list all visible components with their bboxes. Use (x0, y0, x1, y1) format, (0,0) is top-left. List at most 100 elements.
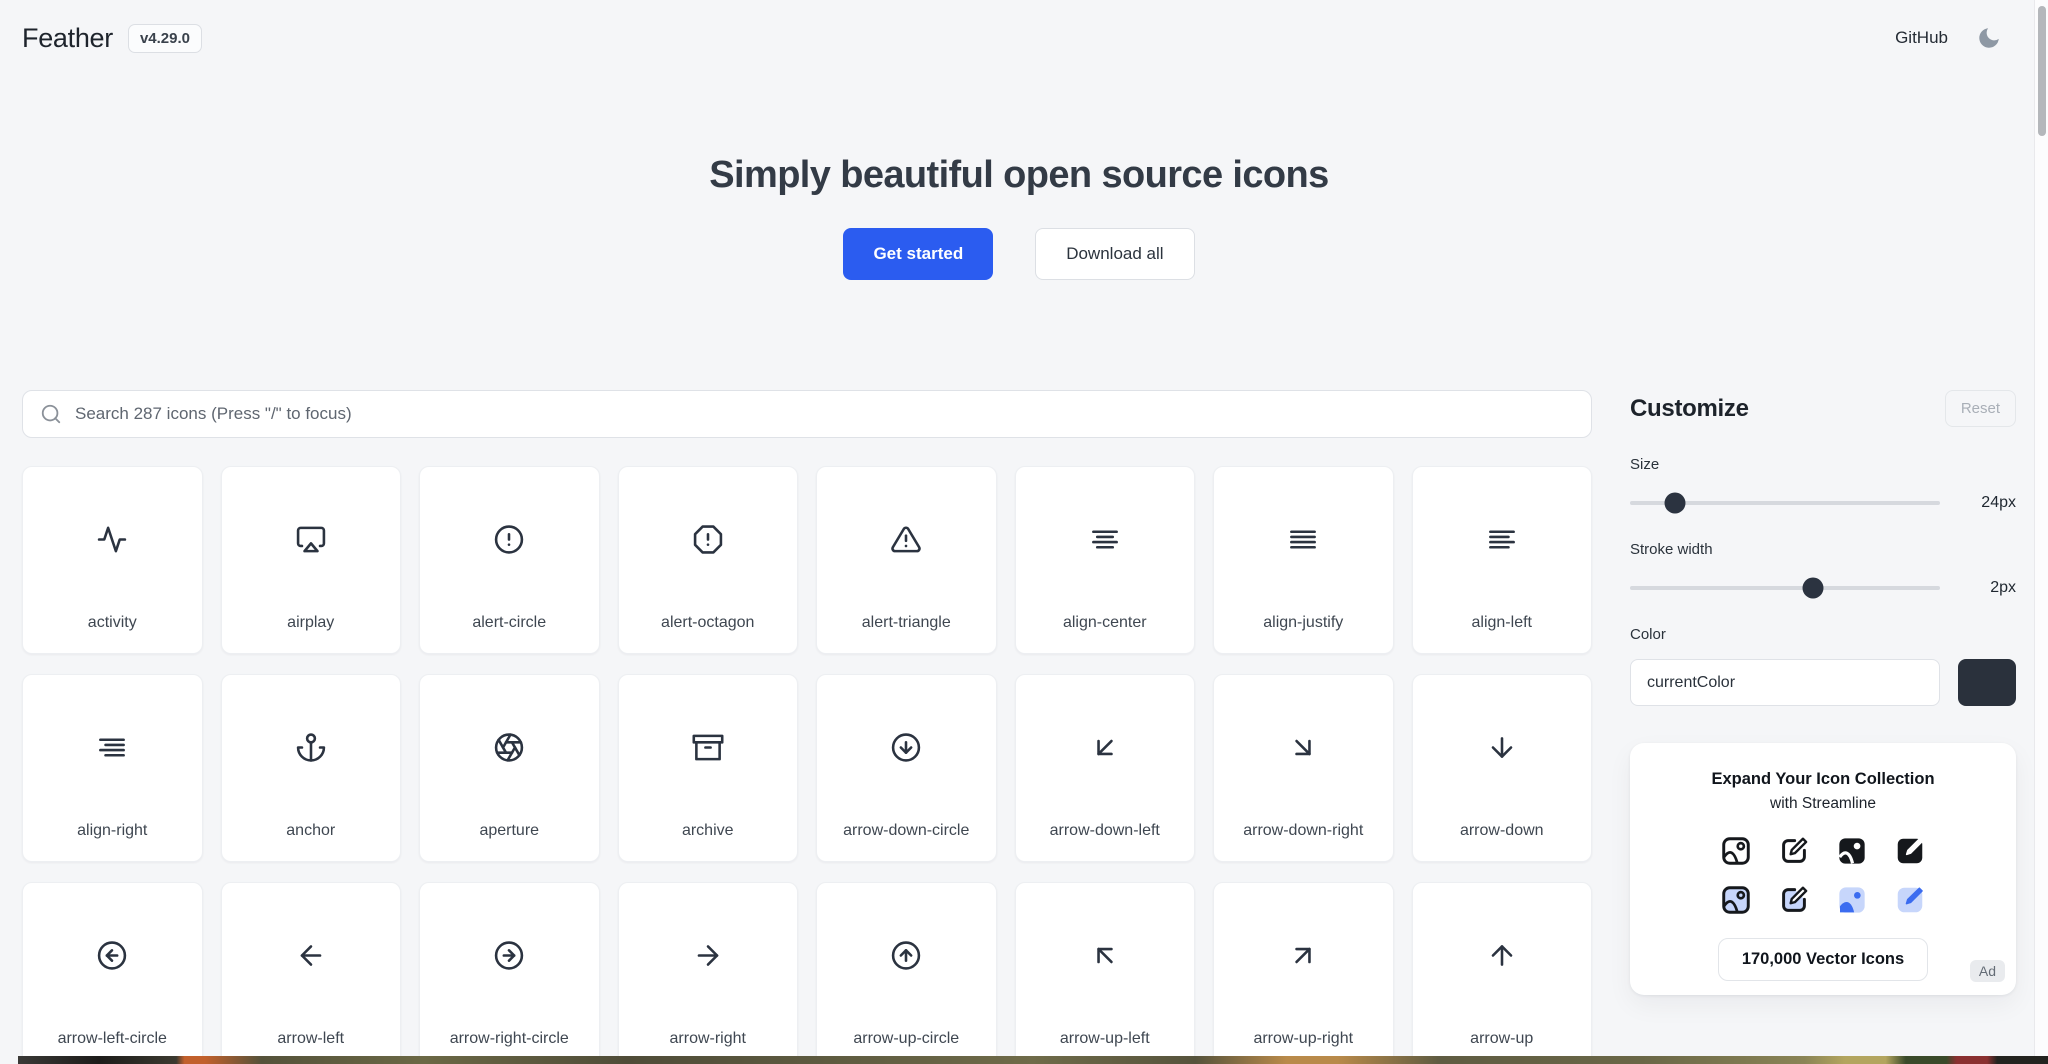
arrow-right-icon (697, 945, 719, 967)
reset-button[interactable]: Reset (1944, 390, 2016, 428)
dark-mode-moon-icon[interactable] (1976, 25, 2002, 51)
arrow-down-left-icon (1097, 740, 1113, 756)
icon-card-align-right[interactable]: align-right (22, 674, 203, 863)
icon-card-label: arrow-up-circle (853, 1030, 960, 1048)
customize-sidebar: Customize Reset Size 24px Stroke width 2… (1630, 390, 2016, 996)
icon-card-label: align-justify (1263, 614, 1344, 632)
icon-card-label: align-right (77, 822, 148, 840)
ad-title: Expand Your Icon Collection (1711, 770, 1935, 789)
alert-circle-icon (495, 525, 524, 555)
icon-card-arrow-right-circle[interactable]: arrow-right-circle (419, 882, 600, 1064)
alert-octagon-icon (693, 525, 722, 555)
icon-card-alert-triangle[interactable]: alert-triangle (816, 466, 997, 655)
icon-card-anchor[interactable]: anchor (220, 674, 401, 863)
anchor-icon (296, 733, 325, 763)
icon-card-label: align-left (1471, 614, 1532, 632)
version-badge[interactable]: v4.29.0 (127, 23, 202, 53)
icon-card-arrow-left-circle[interactable]: arrow-left-circle (22, 882, 203, 1064)
color-label: Color (1630, 626, 1666, 644)
archive-icon (692, 734, 724, 761)
aperture-icon (495, 733, 524, 763)
icon-card-label: arrow-left (277, 1030, 345, 1048)
streamline-image-outline-icon (1722, 837, 1750, 866)
scrollbar-track[interactable] (2034, 0, 2048, 1064)
stroke-width-label: Stroke width (1630, 541, 1713, 559)
icon-card-label: arrow-down-circle (843, 822, 970, 840)
icon-card-label: alert-octagon (661, 614, 755, 632)
stroke-slider-knob[interactable] (1802, 577, 1824, 599)
github-link[interactable]: GitHub (1895, 28, 1948, 47)
header-right: GitHub (1895, 25, 2002, 51)
icon-card-align-justify[interactable]: align-justify (1213, 466, 1394, 655)
size-label: Size (1630, 456, 1660, 474)
icon-grid: activity airplay alert-circle alert-octagon… (22, 466, 1592, 1064)
icon-card-align-left[interactable]: align-left (1411, 466, 1592, 655)
icon-card-label: arrow-up-left (1059, 1030, 1150, 1048)
icon-card-arrow-up-circle[interactable]: arrow-up-circle (816, 882, 997, 1064)
icon-card-label: airplay (287, 614, 335, 632)
icon-card-label: aperture (479, 822, 540, 840)
customize-title: Customize (1630, 394, 1749, 422)
main-column: activity airplay alert-circle alert-octagon… (22, 390, 1592, 1064)
icon-card-label: arrow-down (1459, 822, 1544, 840)
icon-card-label: arrow-up-right (1253, 1030, 1354, 1048)
icon-card-label: activity (87, 614, 137, 632)
ad-subtitle: with Streamline (1770, 795, 1876, 813)
search-bar (22, 390, 1592, 439)
customize-header: Customize Reset (1630, 390, 2016, 428)
arrow-left-icon (300, 945, 322, 967)
icon-card-alert-octagon[interactable]: alert-octagon (617, 466, 798, 655)
icon-card-arrow-up[interactable]: arrow-up (1411, 882, 1592, 1064)
arrow-down-icon (1491, 737, 1513, 759)
airplay-icon (296, 526, 325, 553)
streamline-edit-outline-icon (1782, 837, 1808, 864)
size-value: 24px (1981, 494, 2016, 512)
icon-card-label: arrow-right (669, 1030, 746, 1048)
icon-card-arrow-down-right[interactable]: arrow-down-right (1213, 674, 1394, 863)
icon-card-airplay[interactable]: airplay (220, 466, 401, 655)
icon-card-alert-circle[interactable]: alert-circle (419, 466, 600, 655)
size-slider-track[interactable] (1630, 492, 1940, 514)
icon-card-arrow-up-right[interactable]: arrow-up-right (1213, 882, 1394, 1064)
streamline-edit-filled-icon (1897, 838, 1923, 864)
search-input[interactable] (75, 404, 1574, 425)
download-all-button[interactable]: Download all (1035, 228, 1195, 281)
icon-card-aperture[interactable]: aperture (419, 674, 600, 863)
activity-icon (98, 526, 127, 553)
icon-card-arrow-left[interactable]: arrow-left (220, 882, 401, 1064)
color-input[interactable] (1630, 659, 1940, 707)
icon-card-arrow-right[interactable]: arrow-right (617, 882, 798, 1064)
color-swatch[interactable] (1958, 659, 2016, 707)
get-started-button[interactable]: Get started (843, 228, 994, 281)
icon-card-label: arrow-right-circle (449, 1030, 569, 1048)
icon-card-label: arrow-left-circle (57, 1030, 167, 1048)
scrollbar-thumb[interactable] (2038, 6, 2046, 136)
stroke-slider-track[interactable] (1630, 577, 1940, 599)
content: activity airplay alert-circle alert-octagon… (0, 390, 2048, 1064)
ad-icon-samples (1648, 835, 1998, 916)
icon-card-label: align-center (1062, 614, 1147, 632)
size-slider-row: 24px (1630, 492, 2016, 514)
below-fold-image-sliver (18, 1056, 2048, 1064)
arrow-down-right-icon (1295, 740, 1311, 756)
streamline-edit-outline-blue-icon (1782, 886, 1808, 913)
header: Feather v4.29.0 GitHub (0, 0, 2048, 76)
arrow-up-icon (1491, 945, 1513, 967)
icon-card-activity[interactable]: activity (22, 466, 203, 655)
icon-card-arrow-down[interactable]: arrow-down (1411, 674, 1592, 863)
hero: Simply beautiful open source icons Get s… (0, 76, 2048, 281)
icon-card-arrow-down-left[interactable]: arrow-down-left (1014, 674, 1195, 863)
align-center-icon (1091, 530, 1118, 549)
icon-card-align-center[interactable]: align-center (1014, 466, 1195, 655)
icon-card-arrow-down-circle[interactable]: arrow-down-circle (816, 674, 997, 863)
size-slider-knob[interactable] (1664, 492, 1686, 514)
streamline-edit-filled-blue-icon (1897, 887, 1923, 913)
icon-card-arrow-up-left[interactable]: arrow-up-left (1014, 882, 1195, 1064)
page-title: Simply beautiful open source icons (709, 154, 1329, 196)
icon-card-archive[interactable]: archive (617, 674, 798, 863)
ad-vector-icons-button[interactable]: 170,000 Vector Icons (1717, 938, 1929, 982)
arrow-up-right-icon (1295, 948, 1311, 964)
streamline-ad-card[interactable]: Expand Your Icon Collection with Streaml… (1630, 743, 2016, 996)
icon-card-label: anchor (286, 822, 336, 840)
icon-card-label: archive (681, 822, 734, 840)
